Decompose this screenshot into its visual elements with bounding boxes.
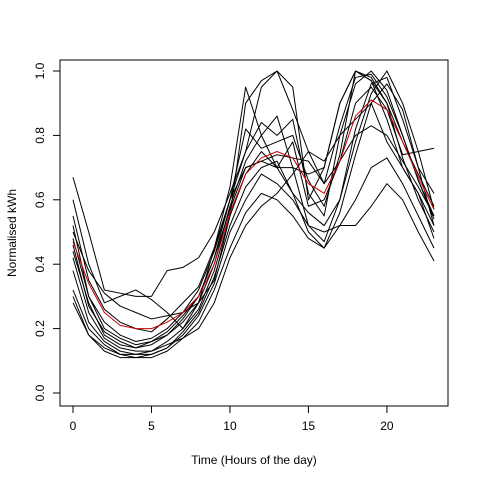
series-line-4 <box>72 70 435 320</box>
series-line-11 <box>72 102 435 355</box>
series-line-1 <box>72 70 435 297</box>
x-tick-label: 0 <box>70 419 77 433</box>
series-line-2 <box>72 86 435 330</box>
y-tick-label: 1.0 <box>33 62 47 79</box>
y-tick-label: 0.0 <box>33 384 47 401</box>
series-line-5 <box>72 70 435 346</box>
series-line-9 <box>72 157 435 359</box>
series-line-13 <box>72 73 435 349</box>
y-axis-label: Normalised kWh <box>5 189 19 277</box>
x-tick-label: 10 <box>223 419 237 433</box>
y-tick-label: 0.8 <box>33 127 47 144</box>
y-tick-label: 0.2 <box>33 320 47 337</box>
series-line-7 <box>72 70 435 352</box>
x-tick-label: 15 <box>302 419 316 433</box>
x-tick-label: 5 <box>148 419 155 433</box>
series-line-average <box>72 99 435 330</box>
x-tick-label: 20 <box>380 419 394 433</box>
series-lines <box>72 70 435 359</box>
y-tick-label: 0.4 <box>33 256 47 273</box>
series-line-8 <box>72 83 435 355</box>
series-line-12 <box>72 70 435 342</box>
series-line-10 <box>72 183 435 359</box>
axes: 0 5 10 15 20 0.0 0.2 0.4 0.6 0.8 1.0 <box>33 62 394 433</box>
y-tick-label: 0.6 <box>33 191 47 208</box>
x-axis-label: Time (Hours of the day) <box>191 453 317 467</box>
